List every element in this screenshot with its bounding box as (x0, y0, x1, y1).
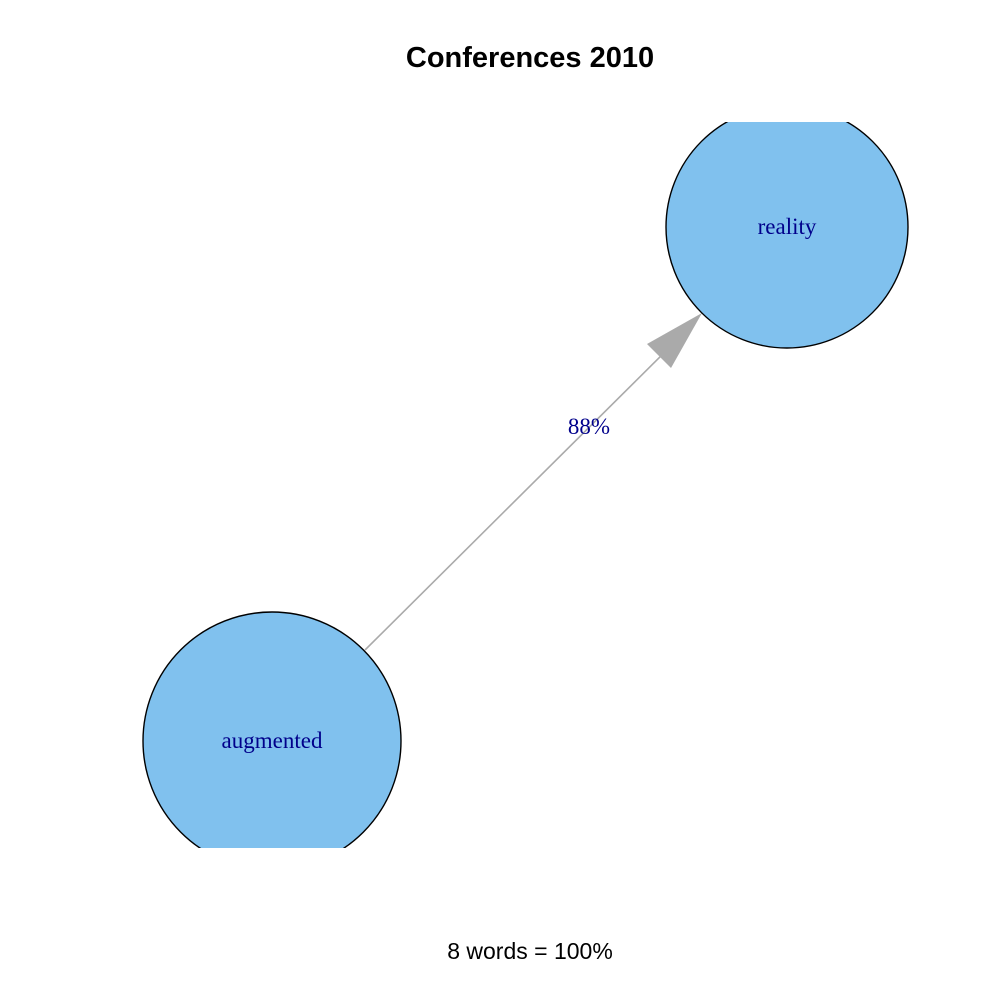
node-label-reality: reality (758, 214, 817, 239)
footer-summary: 8 words = 100% (447, 938, 613, 964)
edge-arrowhead (647, 313, 702, 368)
node-augmented (142, 611, 402, 848)
edge-label: 88% (568, 414, 610, 439)
page-title: Conferences 2010 (405, 42, 655, 74)
node-reality (665, 122, 909, 349)
node-label-augmented: augmented (222, 728, 323, 753)
edge-line (364, 336, 681, 651)
